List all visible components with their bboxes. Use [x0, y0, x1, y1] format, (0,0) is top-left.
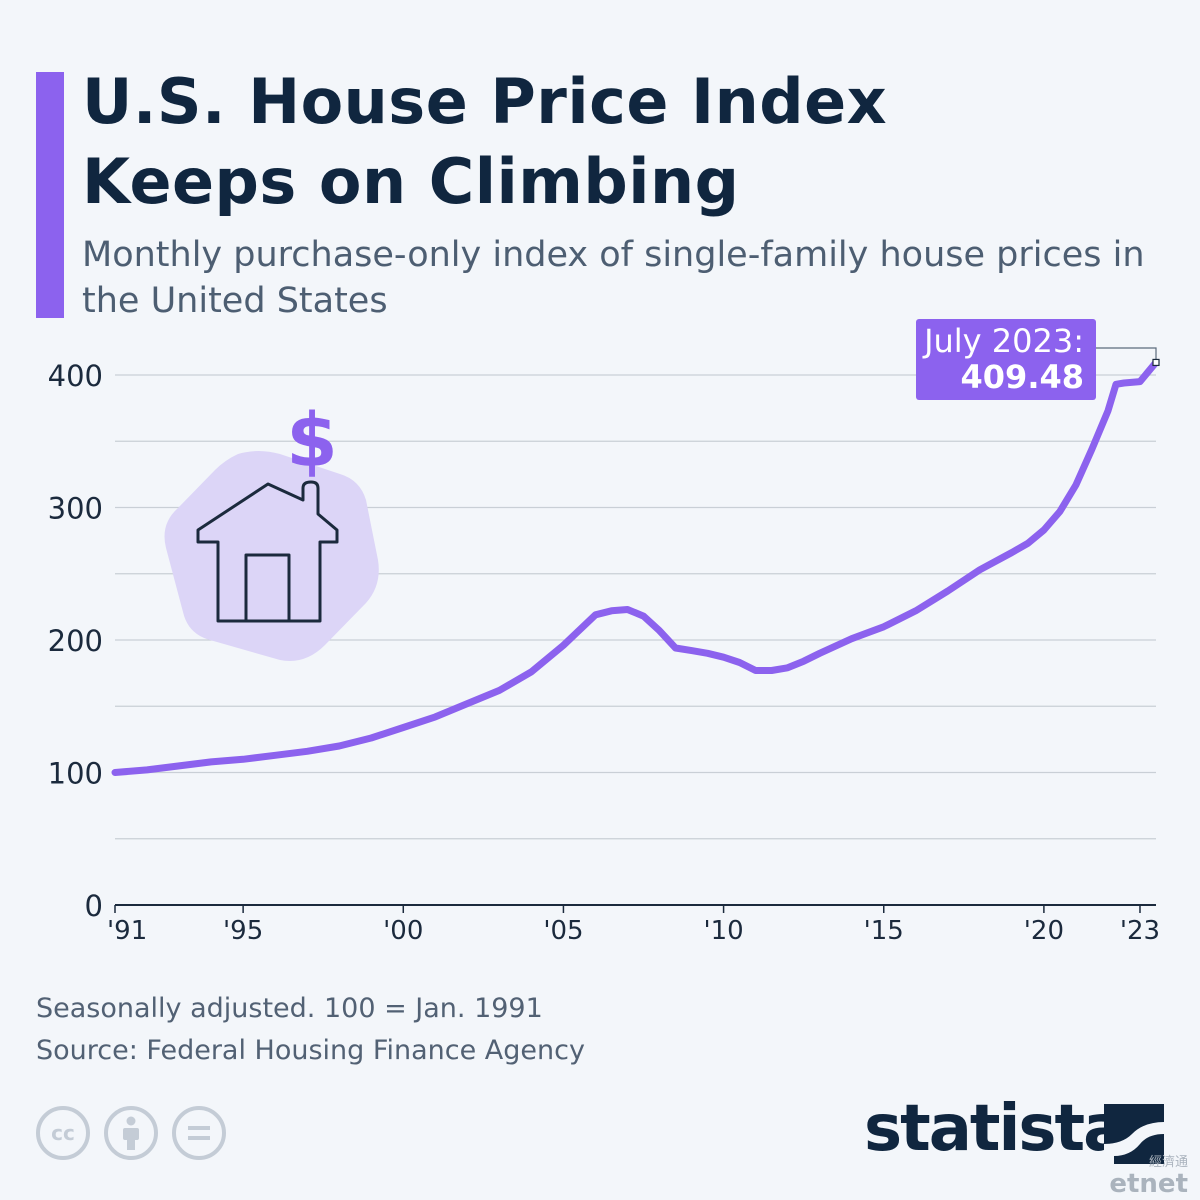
annotation-leader-line	[1096, 347, 1157, 360]
house-icon	[196, 480, 339, 623]
note-seasonal: Seasonally adjusted. 100 = Jan. 1991	[36, 993, 543, 1024]
series-line	[111, 358, 1160, 776]
license-icons: cc	[36, 1106, 226, 1160]
x-tick-label: '05	[543, 916, 583, 946]
etnet-watermark: 經濟通 etnet	[1109, 1155, 1188, 1199]
statista-wordmark[interactable]: statista	[864, 1092, 1126, 1166]
x-tick-label: '95	[223, 916, 263, 946]
y-axis-tick-labels: 0 100 200 300 400	[48, 359, 103, 923]
x-tick-label: '20	[1024, 916, 1064, 946]
y-tick-label: 400	[48, 359, 103, 393]
x-tick-label: '23	[1120, 916, 1160, 946]
end-point-marker	[1152, 358, 1160, 367]
annotation-label: July 2023:	[922, 322, 1084, 360]
watermark-etnet: etnet	[1109, 1169, 1188, 1199]
y-tick-label: 100	[48, 757, 103, 791]
x-axis-tick-labels: '91 '95 '00 '05 '10 '15 '20 '23	[107, 905, 1160, 946]
annotation-box	[916, 319, 1096, 400]
chart-title: U.S. House Price Index Keeps on Climbing	[82, 65, 888, 218]
x-tick-label: '15	[864, 916, 904, 946]
x-tick-label: '10	[703, 916, 743, 946]
attribution-icon[interactable]	[104, 1106, 158, 1160]
cc-icon[interactable]: cc	[36, 1106, 90, 1160]
y-tick-label: 0	[85, 889, 103, 923]
y-tick-label: 300	[48, 492, 103, 526]
x-tick-label: '00	[383, 916, 423, 946]
title-accent-bar	[36, 72, 64, 318]
chart-notes: Seasonally adjusted. 100 = Jan. 1991 Sou…	[36, 988, 585, 1072]
house-illustration: $	[164, 398, 379, 661]
annotation-value: 409.48	[961, 358, 1084, 396]
dollar-icon: $	[286, 398, 338, 484]
statista-logo-icon[interactable]	[1104, 1104, 1164, 1164]
y-tick-label: 200	[48, 624, 103, 658]
watermark-chinese: 經濟通	[1148, 1155, 1188, 1170]
annotation: July 2023: 409.48	[916, 319, 1160, 400]
note-source: Source: Federal Housing Finance Agency	[36, 1035, 585, 1066]
x-tick-label: '91	[107, 916, 147, 946]
chart-subtitle: Monthly purchase-only index of single-fa…	[82, 235, 1145, 321]
no-derivatives-icon[interactable]	[172, 1106, 226, 1160]
